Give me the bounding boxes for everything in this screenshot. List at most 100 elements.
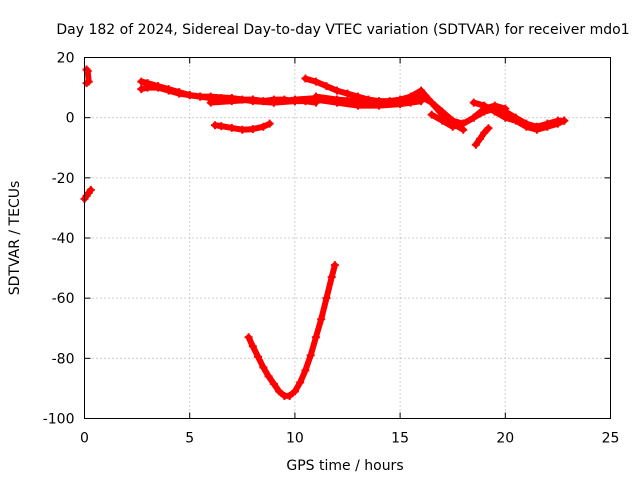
data-point <box>206 98 215 107</box>
data-point <box>317 315 326 324</box>
data-point <box>311 333 320 342</box>
data-point <box>296 378 305 387</box>
data-point <box>164 86 173 95</box>
y-tick-label: 20 <box>57 51 75 67</box>
x-tick-label: 0 <box>80 431 89 447</box>
data-point <box>259 122 268 131</box>
data-point <box>553 119 562 128</box>
data-point <box>471 140 480 149</box>
x-tick-label: 20 <box>496 431 514 447</box>
data-point <box>137 85 146 94</box>
data-point <box>332 95 341 104</box>
data-point <box>217 122 226 131</box>
data-point <box>476 134 485 143</box>
data-point <box>269 98 278 107</box>
data-point <box>311 92 320 101</box>
x-tick-label: 10 <box>286 431 304 447</box>
data-point <box>532 125 541 134</box>
series-arc-left-edge <box>80 185 95 203</box>
axis-ticks: 0 5 10 15 20 25 -100 -80 -60 -40 -20 0 20 <box>43 51 620 447</box>
data-point <box>322 82 331 91</box>
data-point <box>227 97 236 106</box>
data-point <box>375 100 384 109</box>
data-point <box>185 91 194 100</box>
data-point <box>82 79 91 88</box>
x-tick-label: 15 <box>391 431 409 447</box>
data-point <box>459 119 468 128</box>
data-point <box>264 372 273 381</box>
data-point <box>306 351 315 360</box>
data-point <box>327 273 336 282</box>
data-point <box>82 65 91 74</box>
data-point <box>332 86 341 95</box>
data-point <box>448 122 457 131</box>
x-tick-label: 5 <box>185 431 194 447</box>
y-tick-label: -100 <box>43 412 75 428</box>
data-point <box>269 379 278 388</box>
y-tick-label: -20 <box>52 171 75 187</box>
data-point <box>480 128 489 137</box>
data-point <box>143 83 152 92</box>
data-point <box>406 95 415 104</box>
data-point <box>290 387 299 396</box>
data-point <box>259 363 268 372</box>
data-point <box>196 92 205 101</box>
data-point <box>248 125 257 134</box>
data-point <box>322 294 331 303</box>
data-point <box>469 98 478 107</box>
data-point <box>285 391 294 400</box>
data-point <box>238 125 247 134</box>
data-point <box>427 98 436 107</box>
data-point <box>275 387 284 396</box>
data-point <box>543 122 552 131</box>
data-point <box>248 95 257 104</box>
data-point <box>248 342 257 351</box>
data-point <box>265 119 274 128</box>
data-series <box>80 65 569 400</box>
x-tick-label: 25 <box>602 431 620 447</box>
data-point <box>175 89 184 98</box>
series-line <box>470 99 568 133</box>
data-point <box>438 116 447 125</box>
series-arc-deep-dip <box>244 261 339 400</box>
data-point <box>227 123 236 132</box>
data-point <box>311 77 320 86</box>
data-point <box>86 185 95 194</box>
data-point <box>427 110 436 119</box>
y-tick-label: 0 <box>66 111 75 127</box>
x-axis-label: GPS time / hours <box>286 458 403 474</box>
series-arc-short-descent <box>471 124 493 149</box>
data-point <box>244 333 253 342</box>
data-point <box>354 98 363 107</box>
data-point <box>469 113 478 122</box>
series-line <box>81 186 94 202</box>
data-point <box>501 113 510 122</box>
data-point <box>396 98 405 107</box>
data-point <box>484 124 493 133</box>
chart-title: Day 182 of 2024, Sidereal Day-to-day VTE… <box>56 22 629 38</box>
y-tick-label: -80 <box>52 351 75 367</box>
data-point <box>417 92 426 101</box>
series-arc-right-lower <box>469 98 569 134</box>
data-point <box>290 97 299 106</box>
data-point <box>254 352 263 361</box>
data-point <box>137 77 146 86</box>
data-point <box>522 122 531 131</box>
data-point <box>301 74 310 83</box>
data-point <box>343 89 352 98</box>
y-tick-label: -60 <box>52 291 75 307</box>
data-point <box>438 107 447 116</box>
series-isolated-points <box>82 65 93 88</box>
data-point <box>330 261 339 270</box>
data-point <box>480 101 489 110</box>
data-point <box>560 116 569 125</box>
data-point <box>301 366 310 375</box>
data-point <box>511 116 520 125</box>
data-point <box>490 107 499 116</box>
y-axis-label: SDTVAR / TECUs <box>7 181 23 296</box>
y-tick-label: -40 <box>52 231 75 247</box>
data-point <box>154 83 163 92</box>
series-arc-middle-low <box>210 119 274 134</box>
